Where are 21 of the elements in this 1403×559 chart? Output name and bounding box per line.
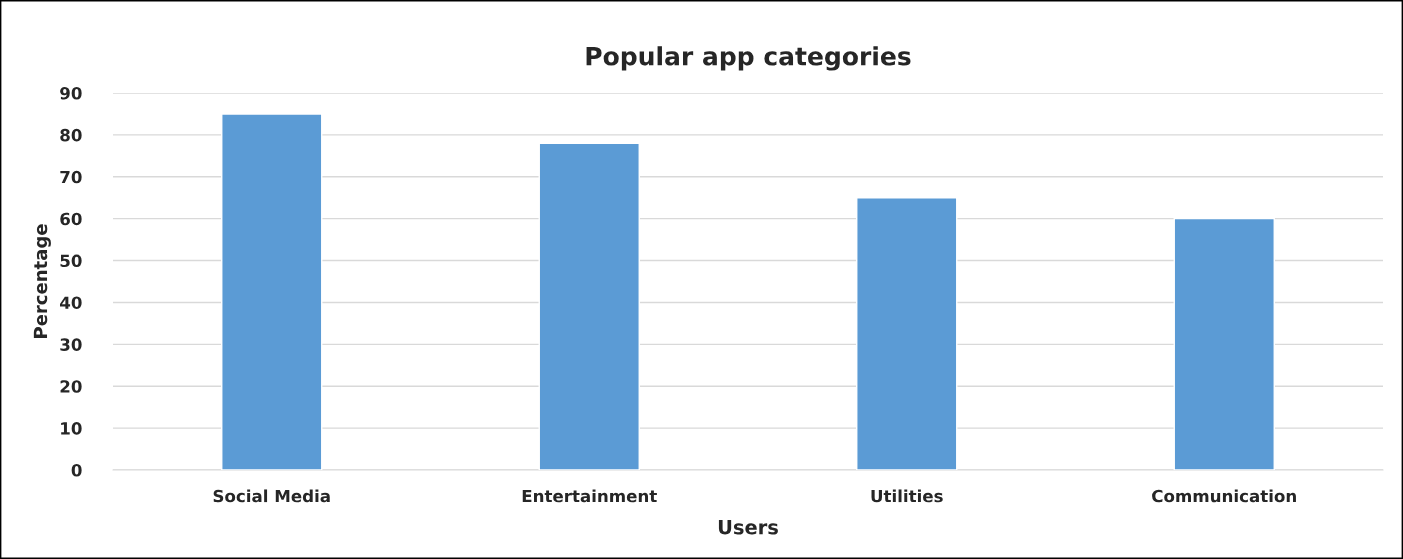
y-tick-label: 0 — [71, 463, 82, 477]
y-tick-label: 50 — [60, 254, 82, 268]
y-tick-label: 20 — [60, 380, 82, 393]
y-tick-label: 60 — [60, 212, 82, 226]
x-tick-label: Communication — [1152, 489, 1296, 503]
y-tick-label: 80 — [60, 128, 82, 142]
bar — [221, 113, 323, 470]
x-tick-label: Entertainment — [522, 489, 657, 503]
y-axis-title: Percentage — [33, 224, 51, 338]
y-tick-label: 40 — [60, 296, 82, 310]
y-tick-label: 70 — [60, 170, 82, 184]
y-tick-label: 10 — [61, 422, 82, 435]
bar — [538, 142, 640, 470]
y-tick-label: 30 — [60, 338, 82, 351]
y-tick-label: 90 — [60, 86, 82, 100]
chart-title: Popular app categories — [586, 46, 911, 71]
x-tick-label: Utilities — [871, 489, 943, 503]
bar — [856, 197, 958, 470]
bar — [1173, 217, 1275, 470]
x-axis-title: Users — [718, 520, 778, 535]
x-tick-label: Social Media — [213, 489, 330, 503]
